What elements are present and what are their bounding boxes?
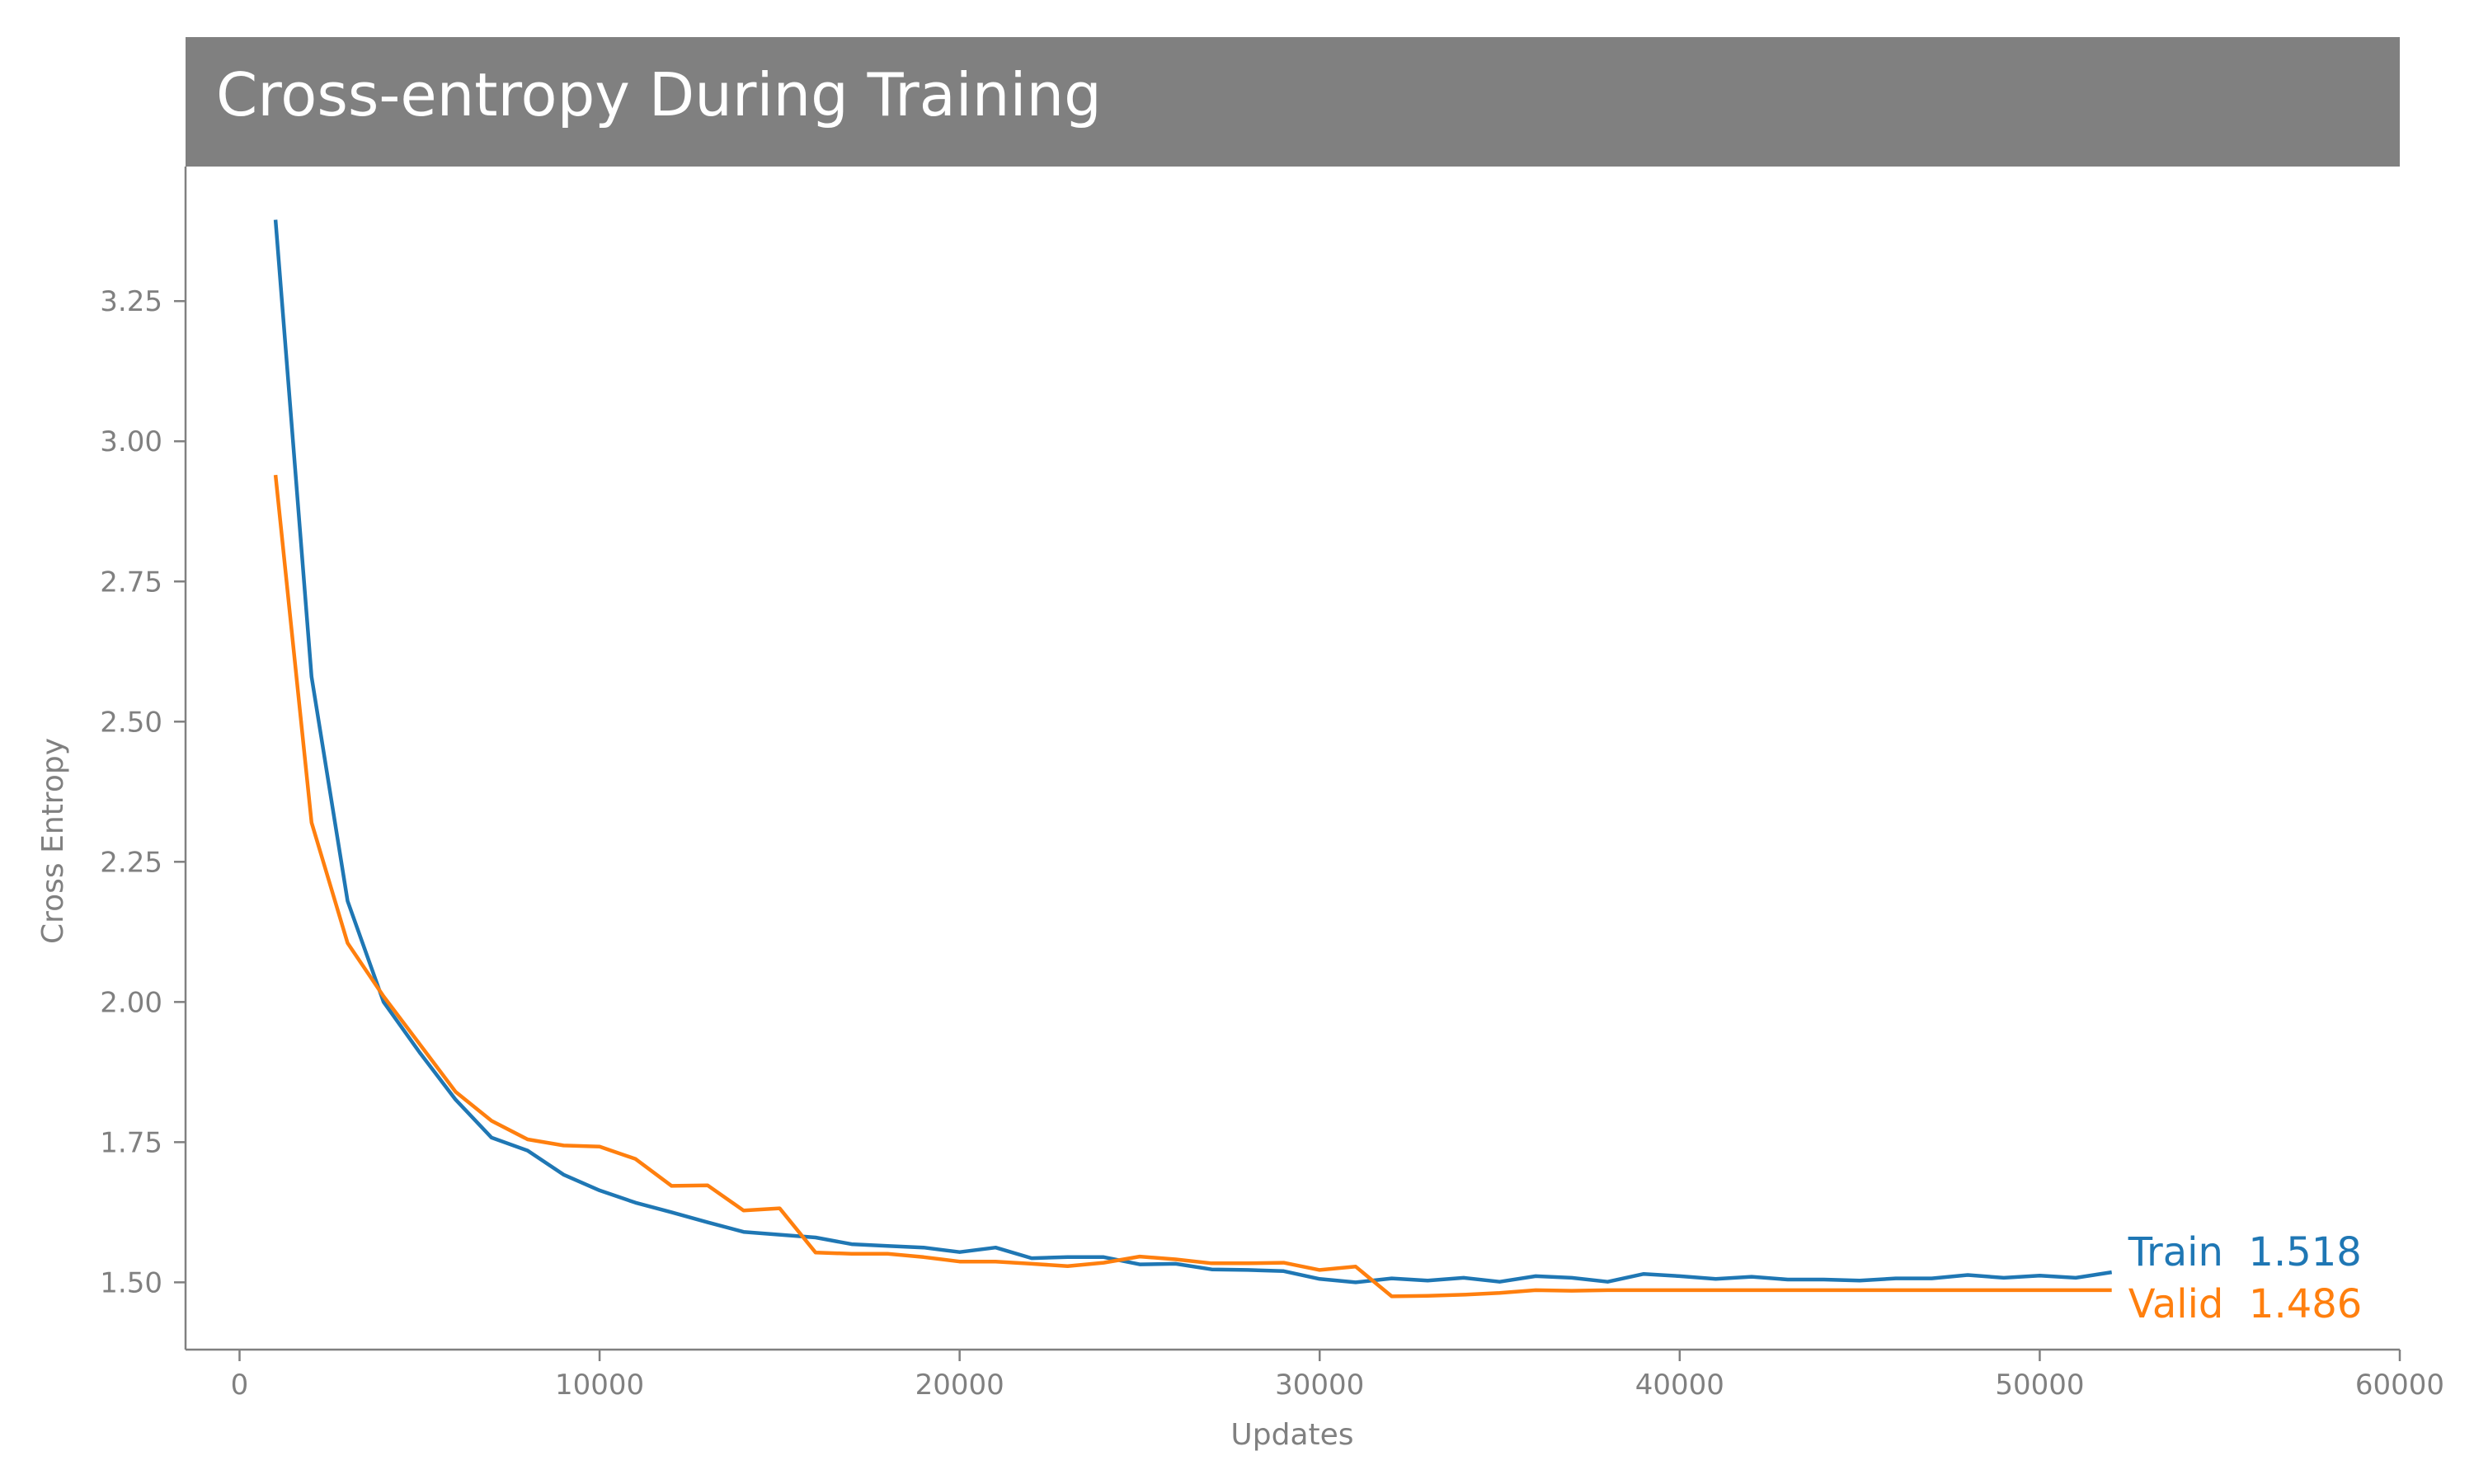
x-tick-label: 40000 xyxy=(1635,1369,1724,1402)
end-labels: Train 1.518 Valid 1.486 xyxy=(2128,1229,2363,1327)
y-tick-label: 2.25 xyxy=(100,846,162,879)
y-axis-label: Cross Entropy xyxy=(36,738,70,944)
x-tick-label: 0 xyxy=(231,1369,249,1402)
y-tick-label: 1.50 xyxy=(100,1266,162,1299)
y-tick-label: 3.00 xyxy=(100,425,162,458)
series-line-train xyxy=(273,219,2113,1284)
title-bar xyxy=(186,37,2400,167)
series-line-valid xyxy=(273,474,2112,1298)
chart-title: Cross-entropy During Training xyxy=(216,60,1102,129)
y-tick-label: 2.75 xyxy=(100,566,162,599)
x-axis-label: Updates xyxy=(1230,1418,1353,1452)
end-label-valid: Valid 1.486 xyxy=(2128,1281,2363,1327)
x-ticks: 0 10000 20000 30000 40000 50000 60000 xyxy=(231,1350,2444,1402)
y-tick-label: 2.00 xyxy=(100,986,162,1019)
x-tick-label: 50000 xyxy=(1995,1369,2084,1402)
y-tick-label: 2.50 xyxy=(100,706,162,739)
x-tick-label: 60000 xyxy=(2355,1369,2444,1402)
x-tick-label: 10000 xyxy=(555,1369,644,1402)
y-tick-label: 1.75 xyxy=(100,1126,162,1159)
x-tick-label: 30000 xyxy=(1275,1369,1364,1402)
y-ticks: 1.50 1.75 2.00 2.25 2.50 2.75 3.00 3.25 xyxy=(100,285,186,1299)
end-label-train: Train 1.518 xyxy=(2128,1229,2362,1275)
x-tick-label: 20000 xyxy=(915,1369,1004,1402)
y-tick-label: 3.25 xyxy=(100,285,162,318)
series-lines xyxy=(273,219,2113,1298)
